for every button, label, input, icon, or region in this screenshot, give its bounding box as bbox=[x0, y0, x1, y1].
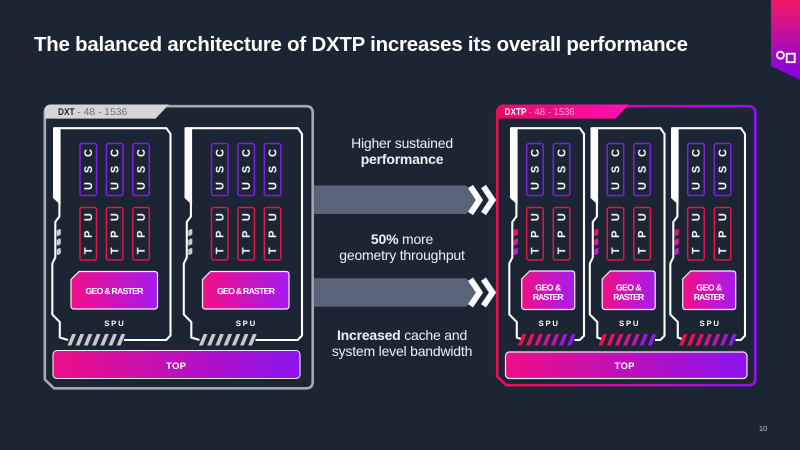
svg-text:RASTER: RASTER bbox=[694, 292, 726, 302]
svg-text:SPU: SPU bbox=[236, 319, 256, 328]
svg-text:SPU: SPU bbox=[539, 319, 559, 328]
svg-text:DXT: DXT bbox=[58, 107, 75, 118]
svg-text:GEO &: GEO & bbox=[535, 282, 562, 292]
svg-text:SPU: SPU bbox=[104, 319, 124, 328]
svg-text:- 48 - 1536: - 48 - 1536 bbox=[529, 107, 576, 118]
svg-text:TOP: TOP bbox=[615, 361, 636, 372]
svg-text:GEO &: GEO & bbox=[696, 282, 723, 292]
svg-text:SPU: SPU bbox=[619, 319, 639, 328]
svg-text:DXTP: DXTP bbox=[505, 107, 527, 118]
svg-text:GEO & RASTER: GEO & RASTER bbox=[217, 286, 276, 296]
svg-text:GEO & RASTER: GEO & RASTER bbox=[86, 286, 145, 296]
svg-text:- 48 - 1536: - 48 - 1536 bbox=[77, 107, 128, 118]
svg-text:GEO &: GEO & bbox=[616, 282, 643, 292]
svg-text:RASTER: RASTER bbox=[613, 292, 645, 302]
svg-text:RASTER: RASTER bbox=[533, 292, 565, 302]
svg-text:SPU: SPU bbox=[700, 319, 720, 328]
svg-text:TOP: TOP bbox=[166, 361, 187, 372]
